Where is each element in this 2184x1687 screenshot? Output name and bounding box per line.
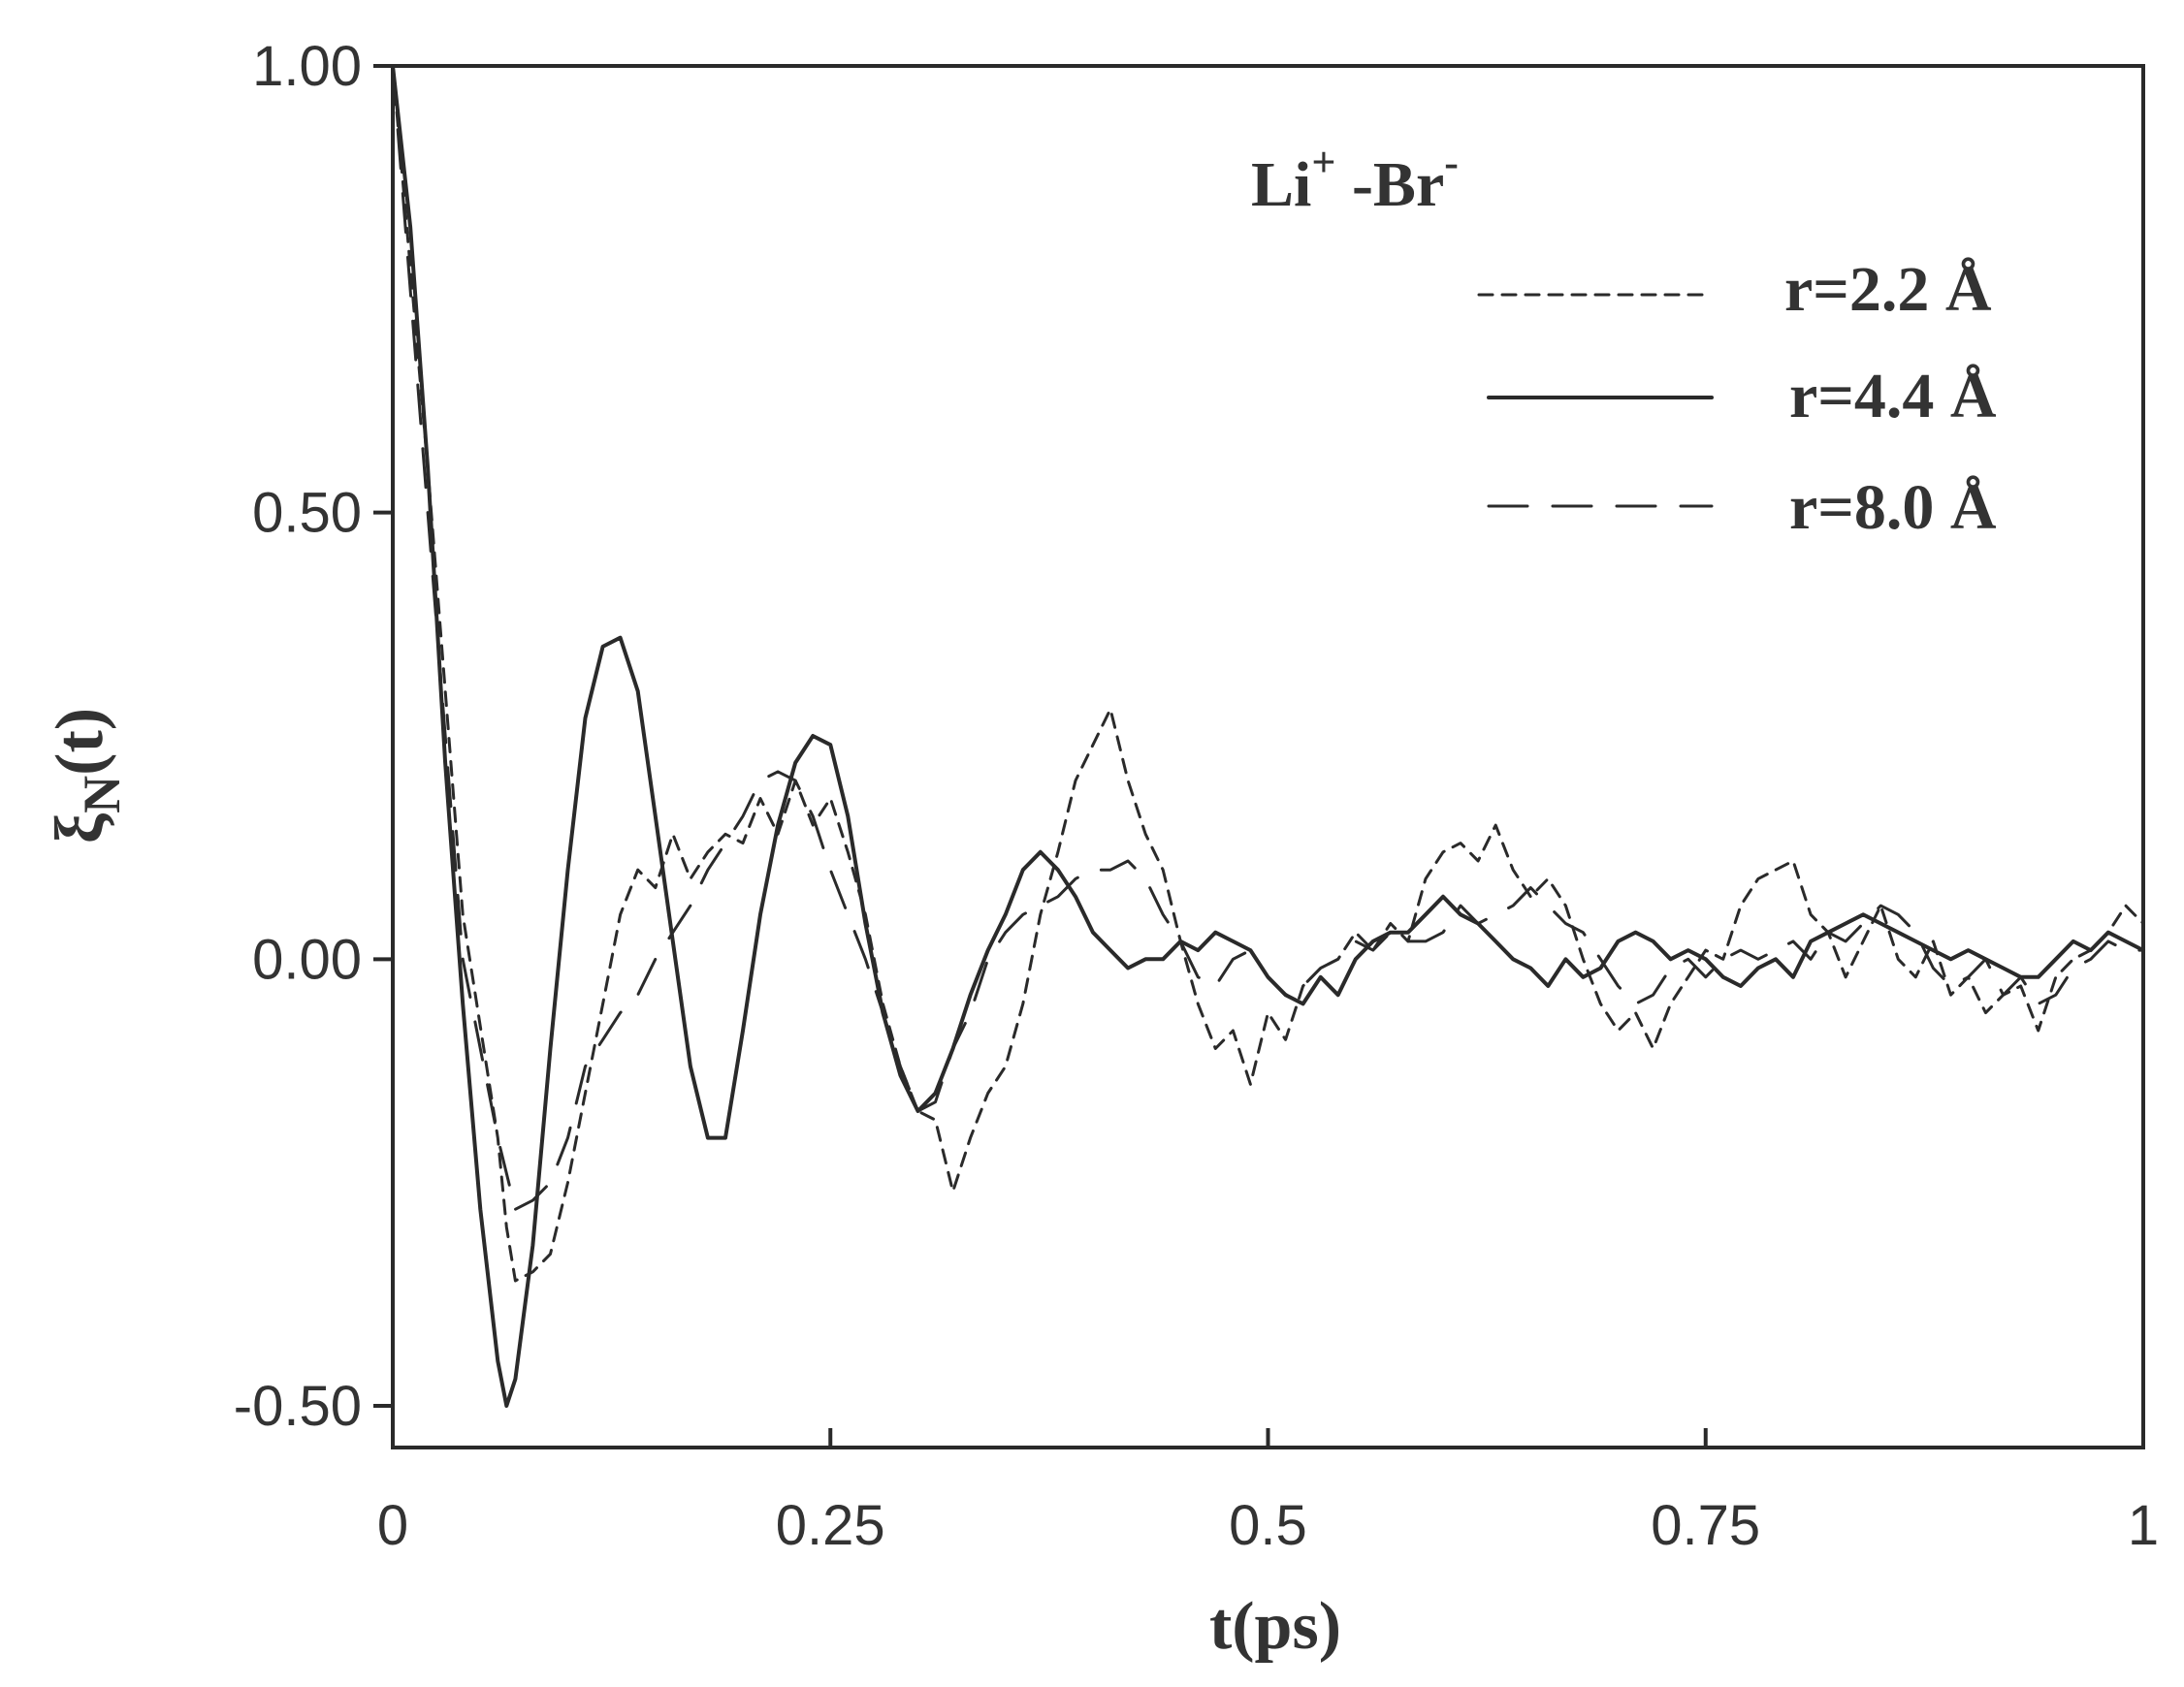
y-axis-label-main: ξ xyxy=(43,812,117,844)
y-tick-label: 0.50 xyxy=(252,482,362,545)
x-tick-label: 0.75 xyxy=(1651,1494,1760,1557)
annotation-main: Li xyxy=(1251,149,1311,220)
y-axis-label-tail: (t) xyxy=(43,708,117,776)
x-tick-label: 1 xyxy=(2128,1494,2159,1557)
y-axis-label-sub: N xyxy=(73,776,131,813)
legend-label-r22: r=2.2 Å xyxy=(1784,254,1992,325)
series-line-0 xyxy=(391,64,2145,1283)
annotation-sup1: + xyxy=(1311,139,1335,186)
x-tick-label: 0.25 xyxy=(776,1494,885,1557)
series-lines xyxy=(391,64,2145,1408)
y-axis-label: ξN(t) xyxy=(43,708,131,844)
series-line-1 xyxy=(391,64,2145,1408)
y-tick-label: -0.50 xyxy=(234,1375,362,1438)
chart-annotation: Li+ -Br- xyxy=(1251,139,1459,220)
plot-area-frame xyxy=(391,64,2145,1449)
x-axis-ticks: 0 0.25 0.5 0.75 1 xyxy=(377,1428,2159,1557)
legend-label-r80: r=8.0 Å xyxy=(1789,472,1997,543)
x-tick-label: 0 xyxy=(377,1494,408,1557)
series-line-2 xyxy=(391,64,2145,1211)
x-axis-label: t(ps) xyxy=(1209,1589,1341,1664)
legend-label-r44: r=4.4 Å xyxy=(1789,361,1997,431)
annotation-sup2: - xyxy=(1444,139,1459,186)
x-tick-label: 0.5 xyxy=(1229,1494,1307,1557)
y-axis-ticks: 1.00 0.50 0.00 -0.50 xyxy=(234,35,393,1438)
annotation-mid: -Br xyxy=(1335,149,1444,220)
y-tick-label: 0.00 xyxy=(252,928,362,991)
legend: r=2.2 Å r=4.4 Å r=8.0 Å xyxy=(1477,254,1997,543)
y-tick-label: 1.00 xyxy=(252,35,362,98)
